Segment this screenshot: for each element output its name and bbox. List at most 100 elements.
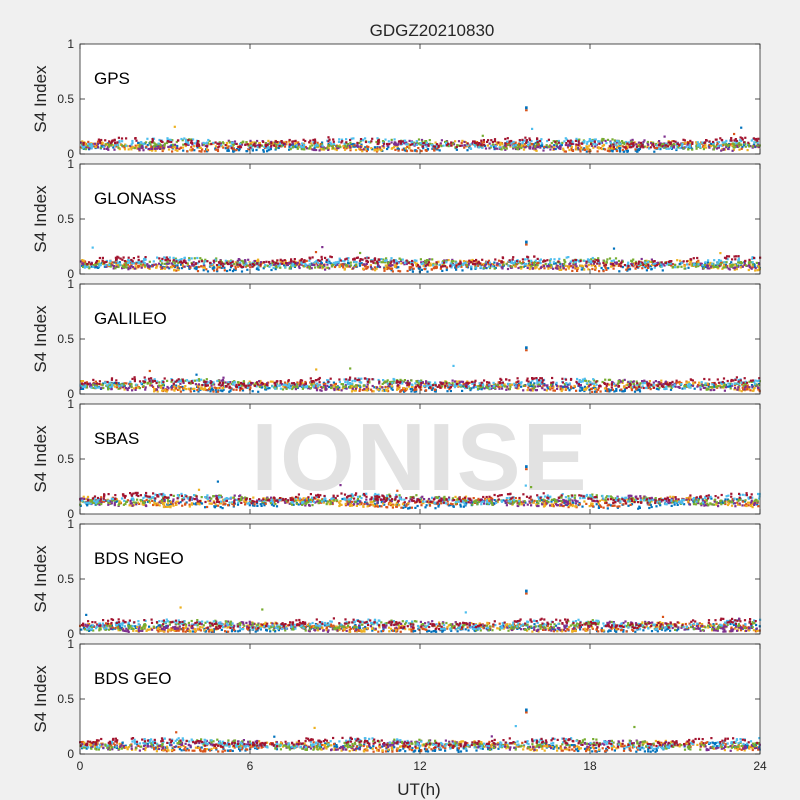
data-point xyxy=(325,260,328,263)
data-point xyxy=(608,150,611,153)
data-point xyxy=(704,265,707,269)
data-point xyxy=(600,139,603,142)
data-point xyxy=(295,263,298,266)
data-point xyxy=(441,269,444,272)
data-point xyxy=(593,384,596,388)
data-point xyxy=(96,140,100,143)
data-point xyxy=(350,145,353,148)
data-point xyxy=(189,387,193,390)
data-point xyxy=(137,261,140,265)
data-point xyxy=(509,144,512,147)
data-point xyxy=(613,139,616,142)
data-point xyxy=(455,148,458,151)
data-point xyxy=(117,146,120,149)
data-point xyxy=(321,246,324,249)
panel-label-gps: GPS xyxy=(94,69,130,88)
data-point xyxy=(161,266,164,270)
data-point xyxy=(444,380,447,383)
data-point xyxy=(349,149,352,152)
data-point xyxy=(338,144,341,147)
data-point xyxy=(138,145,141,148)
data-point xyxy=(588,260,591,263)
data-point xyxy=(705,384,708,387)
data-point xyxy=(134,137,137,140)
data-point xyxy=(603,387,607,390)
data-point xyxy=(353,257,356,260)
data-point xyxy=(264,142,267,145)
data-point xyxy=(522,265,525,268)
data-point xyxy=(482,140,486,144)
data-point xyxy=(566,383,569,386)
data-point xyxy=(602,270,605,273)
data-point xyxy=(583,385,586,388)
data-point xyxy=(340,138,344,141)
data-point xyxy=(219,260,222,263)
data-point xyxy=(311,263,314,266)
data-point xyxy=(652,263,655,266)
data-point xyxy=(595,143,598,146)
data-point xyxy=(524,262,527,266)
data-point xyxy=(562,267,565,270)
data-point xyxy=(594,265,597,268)
data-point xyxy=(443,259,446,262)
data-point xyxy=(755,137,758,141)
data-point xyxy=(255,148,258,152)
data-point xyxy=(362,384,365,387)
data-point xyxy=(523,143,526,146)
data-point xyxy=(254,145,257,148)
data-point xyxy=(249,146,252,149)
data-point xyxy=(663,146,666,149)
data-point xyxy=(634,267,637,270)
data-point xyxy=(638,383,641,386)
data-point xyxy=(686,381,689,384)
data-point xyxy=(739,266,742,269)
data-point xyxy=(203,263,206,267)
data-point xyxy=(501,267,504,270)
data-point xyxy=(658,143,661,146)
data-point xyxy=(186,263,189,266)
data-point xyxy=(82,259,85,262)
data-point xyxy=(424,149,427,152)
data-point xyxy=(672,384,675,387)
data-point xyxy=(609,389,612,392)
data-point xyxy=(274,268,277,271)
data-point xyxy=(405,259,408,262)
data-point xyxy=(182,143,185,146)
data-point xyxy=(246,143,249,146)
data-point xyxy=(331,144,334,147)
data-point xyxy=(292,140,295,143)
data-point xyxy=(266,143,269,147)
data-point xyxy=(449,262,452,265)
data-point xyxy=(281,259,284,262)
data-point xyxy=(445,261,448,264)
data-point xyxy=(497,385,500,389)
data-point xyxy=(133,147,136,150)
data-point xyxy=(637,141,640,144)
data-point xyxy=(162,387,165,390)
data-point xyxy=(510,383,514,386)
data-point xyxy=(138,387,141,390)
data-point xyxy=(717,267,720,270)
data-point xyxy=(731,149,734,152)
data-point xyxy=(565,256,568,259)
data-point xyxy=(753,141,756,144)
data-point xyxy=(355,263,358,266)
data-point xyxy=(618,263,621,266)
data-point xyxy=(534,149,537,152)
data-point xyxy=(242,380,245,383)
data-point xyxy=(656,146,659,150)
data-point xyxy=(585,145,588,148)
data-point xyxy=(523,144,527,147)
data-point xyxy=(260,144,264,147)
data-point xyxy=(450,144,453,147)
data-point xyxy=(428,258,431,261)
data-point xyxy=(366,389,369,392)
data-point xyxy=(99,146,102,149)
data-point xyxy=(707,385,710,388)
data-point xyxy=(623,388,627,391)
data-point xyxy=(354,148,358,152)
data-point xyxy=(198,260,201,263)
data-point xyxy=(359,251,362,255)
data-point xyxy=(200,258,203,261)
data-point xyxy=(468,259,471,262)
